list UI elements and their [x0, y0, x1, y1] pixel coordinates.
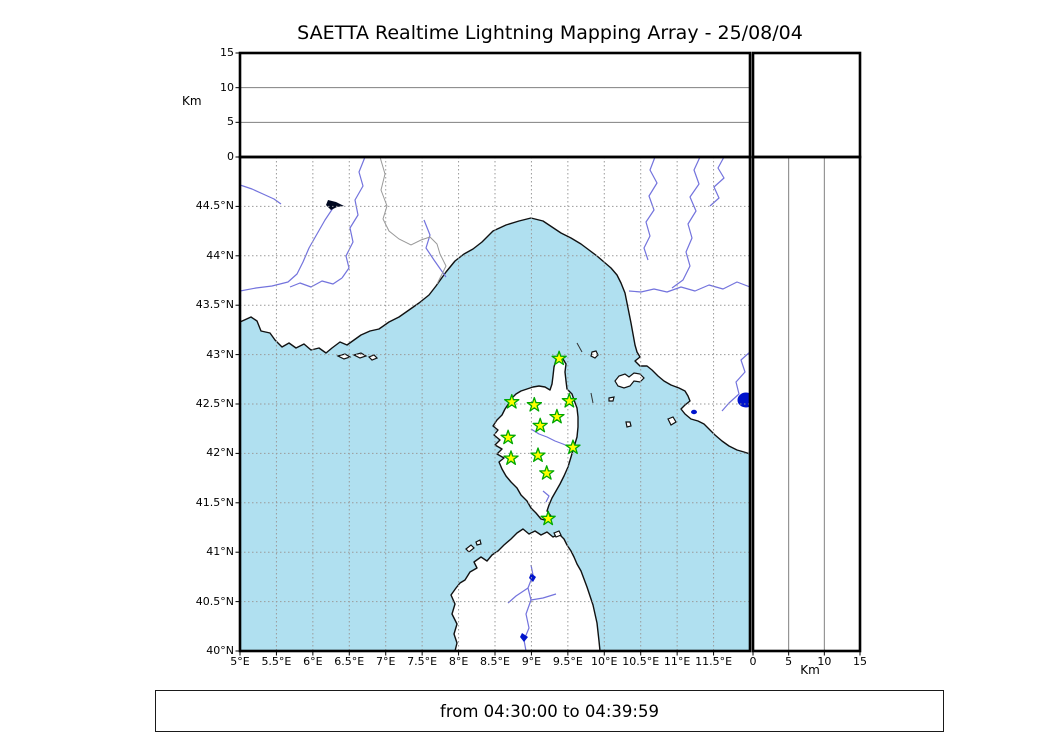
- alt-tick-label-right: 5: [785, 655, 793, 668]
- river: [530, 428, 573, 449]
- time-range-box: from 04:30:00 to 04:39:59: [155, 690, 944, 732]
- station-marker: [551, 350, 567, 366]
- alt-tick-label-top: 5: [227, 115, 234, 129]
- river: [671, 157, 701, 289]
- lat-tick-label: 43°N: [206, 347, 234, 361]
- station-markers: [500, 350, 581, 526]
- lat-tick-label: 42.5°N: [195, 397, 234, 410]
- small-island: [667, 416, 677, 426]
- station-marker: [532, 417, 548, 433]
- station-marker: [530, 447, 546, 463]
- river: [542, 490, 550, 503]
- lon-tick-label: 5°E: [230, 655, 250, 668]
- river: [240, 207, 334, 292]
- small-island: [553, 530, 562, 538]
- lat-tick-label: 43.5°N: [195, 298, 234, 312]
- altitude-panels: [240, 87, 825, 651]
- small-island: [475, 539, 482, 546]
- station-marker: [504, 393, 520, 409]
- lon-tick-label: 9°E: [521, 655, 542, 668]
- figure-title: SAETTA Realtime Lightning Mapping Array …: [297, 22, 803, 44]
- lon-tick-label: 7.5°E: [407, 655, 438, 668]
- alt-tick-label-right: 0: [749, 655, 757, 668]
- corsica-coast: [492, 356, 579, 522]
- top-panel-frame: [238, 51, 752, 159]
- lon-tick-label: 5.5°E: [261, 655, 292, 668]
- lon-tick-label: 10°E: [591, 655, 618, 668]
- river: [341, 157, 366, 279]
- lake-serre-poncon: [326, 200, 344, 210]
- small-island: [608, 396, 615, 402]
- lat-tick-label: 41.5°N: [195, 495, 234, 509]
- lon-tick-label: 8.5°E: [480, 655, 510, 668]
- station-marker: [526, 396, 543, 412]
- lon-tick-label: 6.5°E: [334, 655, 365, 668]
- time-range-text: from 04:30:00 to 04:39:59: [440, 701, 659, 721]
- axis-ticks: [235, 52, 861, 656]
- lon-tick-label: 8°E: [448, 655, 469, 668]
- mainland-coast: [240, 157, 750, 455]
- lake-orbetello: [691, 409, 697, 415]
- small-island: [614, 372, 645, 389]
- lat-tick-label: 44.5°N: [195, 199, 234, 213]
- lat-tick-label: 44°N: [206, 248, 234, 262]
- alt-tick-label-top: 15: [220, 46, 234, 59]
- corner-panel-frame: [751, 51, 862, 159]
- river: [709, 157, 725, 207]
- river: [240, 184, 282, 205]
- small-island: [465, 544, 475, 553]
- station-marker: [539, 465, 555, 480]
- lake-coghinas: [529, 573, 536, 582]
- river: [530, 593, 557, 601]
- station-marker: [565, 439, 581, 455]
- graticule: [240, 157, 750, 651]
- river: [507, 587, 529, 604]
- station-marker: [549, 408, 565, 424]
- station-marker: [540, 510, 556, 526]
- lat-tick-label: 40°N: [206, 644, 234, 657]
- alt-tick-label-right: 15: [853, 655, 867, 668]
- small-island: [336, 353, 352, 360]
- altitude-axis-label-top: Km: [182, 94, 202, 108]
- right-panel-frame: [751, 155, 862, 653]
- river: [643, 157, 658, 261]
- river: [289, 277, 343, 288]
- altitude-axis-label-right: Km: [800, 663, 820, 677]
- lake-sardinia-south-lake: [520, 633, 528, 642]
- small-island: [625, 421, 632, 428]
- lon-tick-label: 7°E: [375, 655, 396, 668]
- river: [628, 281, 750, 293]
- lon-tick-label: 6°E: [303, 655, 323, 668]
- country-border: [379, 157, 447, 285]
- small-island: [590, 350, 599, 359]
- lat-tick-label: 41°N: [206, 545, 234, 559]
- station-marker: [503, 450, 519, 465]
- lat-tick-label: 40.5°N: [195, 594, 234, 608]
- alt-tick-label-top: 0: [227, 150, 234, 163]
- river: [423, 219, 447, 278]
- lon-tick-label: 10.5°E: [622, 655, 660, 668]
- station-marker: [500, 429, 516, 445]
- lon-tick-label: 11°E: [663, 655, 691, 668]
- sea-mark: [576, 342, 583, 353]
- sea-mark: [590, 392, 594, 404]
- station-marker: [561, 392, 578, 408]
- small-island: [367, 354, 379, 361]
- alt-tick-label-top: 10: [220, 80, 234, 94]
- lat-tick-label: 42°N: [206, 446, 234, 460]
- river: [721, 351, 750, 412]
- alt-tick-label-right: 10: [817, 655, 832, 668]
- lon-tick-label: 9.5°E: [552, 655, 583, 668]
- lon-tick-label: 11.5°E: [695, 655, 733, 668]
